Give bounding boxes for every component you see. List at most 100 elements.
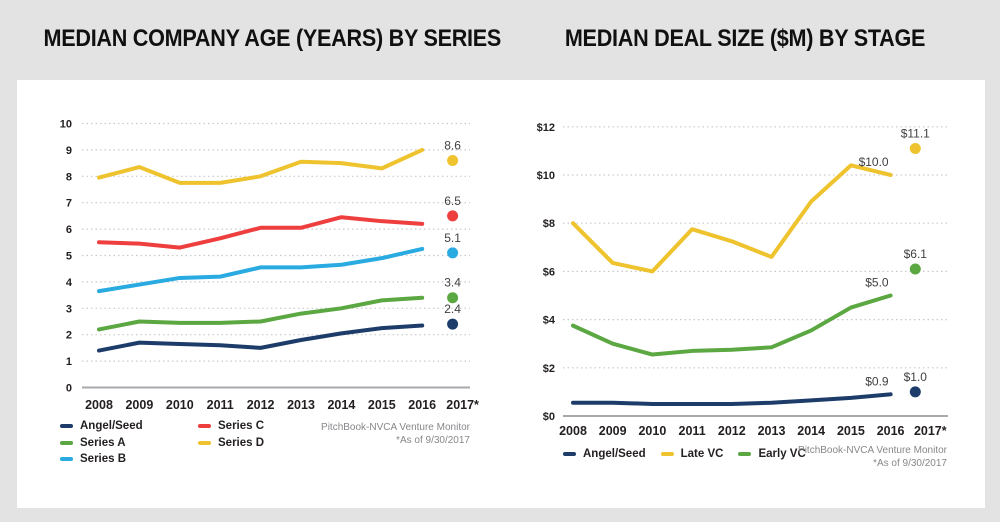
legend-item-angel-seed: Angel/Seed — [563, 446, 646, 462]
series-line-late-vc — [571, 163, 893, 274]
y-tick-label: 7 — [66, 198, 72, 210]
last-value-label-late-vc: $10.0 — [859, 155, 889, 169]
x-tick-label: 2015 — [368, 398, 396, 412]
legend-swatch-early-vc — [738, 452, 752, 456]
y-tick-label: 6 — [66, 224, 72, 236]
legend-item-angel-seed: Angel/Seed — [60, 418, 198, 434]
projected-dot-angel-seed — [447, 318, 459, 330]
legend-item-late-vc: Late VC — [660, 446, 724, 462]
series-line-early-vc — [571, 293, 893, 357]
left-chart-legend: Angel/Seed Series A Series B Series C Series… — [60, 418, 336, 468]
legend-label: Late VC — [680, 448, 724, 460]
projected-dot-series-d — [447, 154, 459, 166]
right-chart-legend: Angel/Seed Late VC Early VC — [563, 446, 806, 462]
x-tick-label: 2015 — [837, 424, 865, 438]
legend-swatch-angel-seed — [563, 452, 576, 456]
x-tick-label: 2014 — [797, 424, 825, 438]
y-tick-label: $12 — [537, 122, 555, 134]
x-tick-label: 2017* — [446, 398, 479, 412]
y-tick-label: 3 — [66, 303, 72, 315]
series-line-series-b — [97, 246, 425, 294]
legend-swatch-late-vc — [660, 452, 674, 456]
series-line-series-c — [97, 215, 425, 250]
right-chart-attribution: PitchBook-NVCA Venture Monitor *As of 9/… — [747, 444, 947, 470]
legend-swatch-series-a — [60, 440, 73, 445]
legend-label: Early VC — [758, 448, 806, 460]
projected-value-label-early-vc: $6.1 — [904, 247, 928, 261]
projected-dot-early-vc — [909, 263, 921, 275]
x-tick-label: 2013 — [287, 398, 315, 412]
projected-value-label-angel-seed: $1.0 — [904, 370, 928, 384]
legend-label: Series A — [80, 436, 126, 449]
y-tick-label: $4 — [543, 315, 556, 327]
source-text: PitchBook-NVCA Venture Monitor — [798, 445, 947, 456]
left-chart-title: MEDIAN COMPANY AGE (YEARS) BY SERIES — [43, 25, 502, 52]
y-tick-label: $6 — [543, 266, 555, 278]
y-tick-label: 5 — [66, 251, 72, 263]
y-tick-label: 4 — [66, 277, 73, 289]
legend-label: Series C — [218, 420, 265, 433]
median-deal-size-line-chart: $0 $2 $4 $6 $8 $10 $12 2008 2009 2010 2011 2012 2013… — [537, 122, 948, 438]
legend-swatch-angel-seed — [60, 424, 73, 429]
x-tick-label: 2010 — [638, 424, 666, 438]
legend-swatch-series-c — [198, 424, 211, 429]
legend-label: Angel/Seed — [80, 420, 143, 433]
projected-value-label-angel-seed: 2.4 — [444, 302, 461, 316]
y-tick-label: $0 — [543, 411, 555, 423]
legend-item-early-vc: Early VC — [738, 446, 806, 462]
series-line-series-d — [97, 147, 425, 185]
projected-dot-series-c — [447, 210, 459, 222]
projected-dot-series-b — [447, 247, 459, 259]
asof-text: *As of 9/30/2017 — [873, 458, 947, 469]
y-tick-label: 0 — [66, 383, 72, 395]
x-tick-label: 2013 — [758, 424, 786, 438]
legend-label: Series B — [80, 453, 127, 466]
x-tick-label: 2017* — [914, 424, 947, 438]
median-company-age-line-chart: 0 1 2 3 4 5 6 7 8 9 10 2008 2009 2010 2011 2012 2013 2014… — [60, 119, 479, 413]
x-tick-label: 2012 — [247, 398, 275, 412]
legend-swatch-series-b — [60, 457, 73, 462]
y-tick-label: 9 — [66, 145, 72, 157]
chart-panel-background — [17, 80, 985, 508]
legend-label: Series D — [218, 436, 265, 449]
projected-value-label-series-c: 6.5 — [444, 194, 461, 208]
x-tick-label: 2012 — [718, 424, 746, 438]
projected-value-label-late-vc: $11.1 — [901, 126, 930, 140]
x-tick-label: 2016 — [408, 398, 436, 412]
legend-swatch-series-d — [198, 440, 211, 445]
x-tick-label: 2011 — [207, 398, 234, 412]
projected-dot-series-a — [447, 292, 459, 304]
x-tick-label: 2014 — [327, 398, 355, 412]
legend-item-series-b: Series B — [60, 451, 198, 467]
y-tick-label: 1 — [66, 356, 72, 368]
projected-dot-late-vc — [909, 142, 921, 154]
last-value-label-early-vc: $5.0 — [865, 276, 889, 290]
x-tick-label: 2009 — [599, 424, 627, 438]
x-tick-label: 2009 — [125, 398, 153, 412]
series-line-angel-seed — [97, 323, 425, 353]
series-line-angel-seed — [571, 392, 893, 406]
projected-value-label-series-b: 5.1 — [444, 231, 461, 245]
projected-dot-angel-seed — [909, 386, 921, 398]
x-tick-label: 2010 — [166, 398, 194, 412]
last-value-label-angel-seed: $0.9 — [865, 374, 889, 388]
legend-label: Angel/Seed — [583, 448, 646, 460]
x-tick-label: 2008 — [85, 398, 113, 412]
x-tick-label: 2011 — [679, 424, 706, 438]
y-tick-label: $10 — [537, 170, 555, 182]
right-chart-title: MEDIAN DEAL SIZE ($M) BY STAGE — [564, 25, 926, 52]
x-tick-label: 2008 — [559, 424, 587, 438]
y-tick-label: 2 — [66, 330, 72, 342]
projected-value-label-series-a: 3.4 — [444, 276, 461, 290]
legend-item-series-c: Series C — [198, 418, 336, 434]
left-chart-attribution: PitchBook-NVCA Venture Monitor *As of 9/… — [270, 421, 470, 447]
x-tick-label: 2016 — [877, 424, 905, 438]
source-text: PitchBook-NVCA Venture Monitor — [321, 422, 470, 433]
y-tick-label: 10 — [60, 119, 72, 131]
projected-value-label-series-d: 8.6 — [444, 138, 461, 152]
y-tick-label: $8 — [543, 218, 555, 230]
y-tick-label: 8 — [66, 171, 72, 183]
y-tick-label: $2 — [543, 363, 555, 375]
asof-text: *As of 9/30/2017 — [396, 435, 470, 446]
